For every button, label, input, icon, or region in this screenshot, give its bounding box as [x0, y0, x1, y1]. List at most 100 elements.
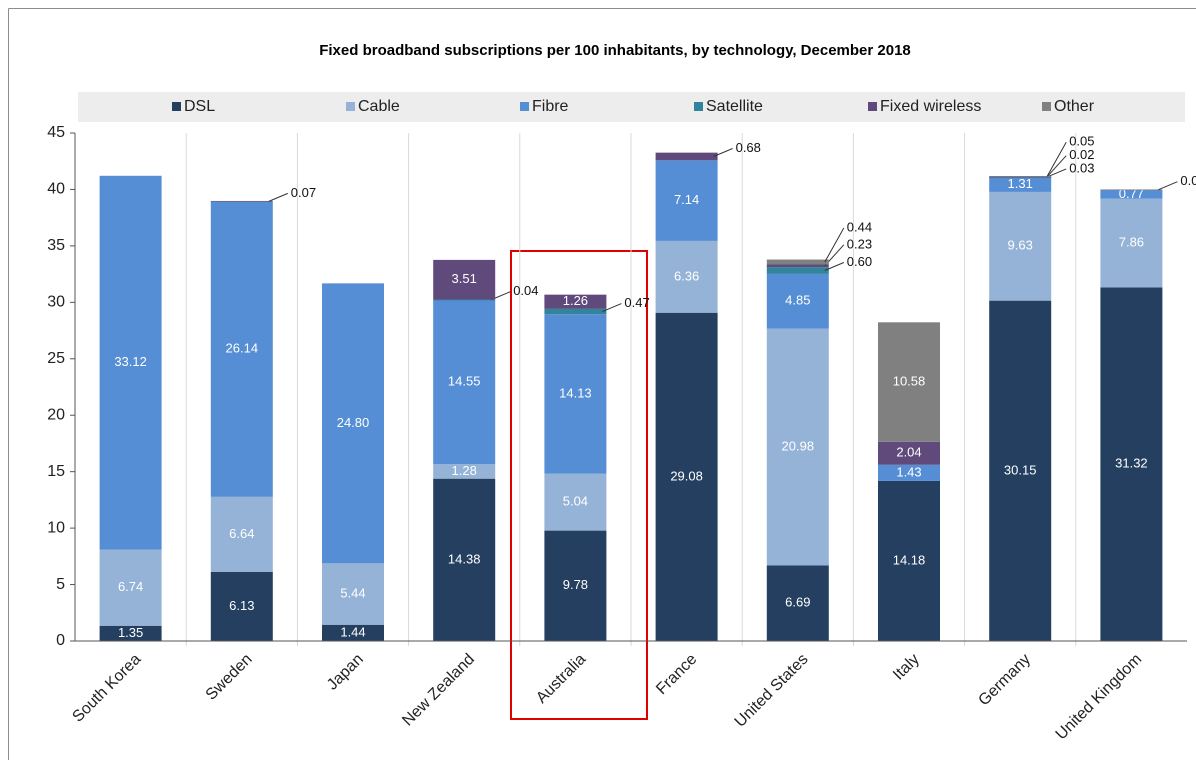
value-label: 0.77 — [1119, 186, 1144, 201]
bar-segment — [1100, 198, 1163, 288]
bar-segment — [766, 328, 829, 566]
legend-swatch — [868, 102, 877, 111]
y-tick-label: 45 — [47, 124, 65, 141]
value-label: 6.64 — [229, 526, 254, 541]
legend-label: DSL — [184, 98, 215, 115]
bar-segment — [210, 200, 273, 202]
bar-segment — [655, 312, 718, 641]
legend-band — [78, 92, 1185, 122]
bar-segment — [878, 464, 940, 481]
bar-segment — [210, 571, 273, 641]
leader-line — [1046, 155, 1067, 178]
value-label: 14.55 — [448, 374, 481, 389]
bar-segment — [766, 264, 829, 268]
x-tick-label: Italy — [890, 651, 923, 684]
value-label: 4.85 — [785, 293, 810, 308]
bar-segment — [878, 441, 940, 465]
leader-line — [602, 303, 622, 312]
leader-line — [268, 192, 288, 202]
value-label: 24.80 — [337, 415, 370, 430]
value-label: 0.05 — [1180, 173, 1196, 188]
bar-segment — [433, 299, 496, 465]
x-tick-label: Australia — [533, 651, 589, 707]
legend-label: Other — [1054, 98, 1095, 115]
value-label: 0.05 — [1069, 134, 1094, 149]
leader-line — [1046, 142, 1067, 177]
bar-segment — [433, 464, 496, 479]
value-label: 1.28 — [452, 463, 477, 478]
legend-label: Fibre — [532, 98, 569, 115]
bar-segment — [1100, 189, 1163, 191]
leader-line — [824, 262, 844, 271]
value-label: 9.78 — [563, 577, 588, 592]
x-tick-label: Japan — [324, 651, 367, 694]
value-label: 0.07 — [291, 185, 316, 200]
bar-segment — [544, 530, 607, 641]
value-label: 6.13 — [229, 598, 254, 613]
bar-segment — [99, 175, 162, 550]
bar-segment — [878, 480, 940, 641]
bar-segment — [1100, 287, 1163, 641]
y-tick-label: 25 — [47, 350, 65, 367]
value-label: 14.13 — [559, 385, 592, 400]
value-label: 6.74 — [118, 579, 143, 594]
legend-swatch — [520, 102, 529, 111]
leader-line — [824, 227, 845, 263]
value-label: 31.32 — [1115, 456, 1148, 471]
value-label: 2.04 — [896, 445, 921, 460]
value-label: 0.60 — [847, 254, 872, 269]
bar-segment — [878, 322, 940, 442]
x-tick-label: United States — [732, 651, 812, 731]
value-label: 7.14 — [674, 192, 699, 207]
bar-segment — [433, 299, 496, 301]
bar-segment — [766, 259, 829, 265]
bar-segment — [655, 240, 718, 313]
value-label: 14.18 — [893, 552, 926, 567]
leader-line — [713, 148, 733, 157]
bar-segment — [989, 191, 1052, 301]
legend-swatch — [694, 102, 703, 111]
bar-segment — [766, 273, 829, 329]
value-label: 0.04 — [513, 283, 538, 298]
value-label: 5.44 — [340, 585, 365, 600]
bar-segment — [655, 160, 718, 241]
value-label: 29.08 — [670, 468, 703, 483]
y-tick-label: 40 — [47, 181, 65, 198]
bar-segment — [766, 565, 829, 641]
legend-swatch — [346, 102, 355, 111]
highlight-box — [510, 250, 648, 720]
value-label: 1.43 — [896, 464, 921, 479]
value-label: 33.12 — [114, 354, 147, 369]
value-label: 10.58 — [893, 373, 926, 388]
value-label: 20.98 — [782, 438, 815, 453]
value-label: 9.63 — [1008, 238, 1033, 253]
bar-segment — [433, 259, 496, 300]
leader-line — [1047, 168, 1067, 178]
x-tick-label: United Kingdom — [1053, 651, 1146, 744]
legend-label: Fixed wireless — [880, 98, 981, 115]
y-tick-label: 20 — [47, 406, 65, 423]
bar-segment — [322, 283, 384, 564]
legend-swatch — [1042, 102, 1051, 111]
bar-segment — [544, 314, 607, 474]
bar-segment — [766, 267, 829, 274]
bar-segment — [322, 563, 384, 625]
bar-segment — [989, 300, 1052, 641]
bar-segment — [989, 176, 1052, 177]
value-label: 7.86 — [1119, 235, 1144, 250]
value-label: 0.03 — [1069, 160, 1094, 175]
value-label: 1.35 — [118, 625, 143, 640]
bar-segment — [655, 152, 718, 161]
legend-label: Cable — [358, 98, 400, 115]
bar-segment — [989, 176, 1052, 178]
bar-segment — [322, 624, 384, 641]
bar-segment — [210, 201, 273, 497]
value-label: 0.44 — [847, 219, 872, 234]
value-label: 0.68 — [736, 140, 761, 155]
value-label: 0.02 — [1069, 147, 1094, 162]
bar-segment — [544, 294, 607, 309]
bar-segment — [433, 478, 496, 641]
value-label: 6.69 — [785, 595, 810, 610]
leader-line — [1158, 181, 1178, 191]
